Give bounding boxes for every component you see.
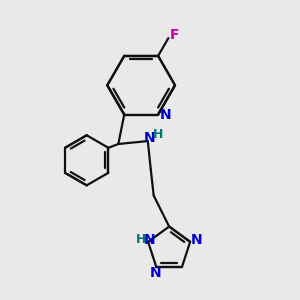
Text: H: H: [153, 128, 163, 141]
Text: N: N: [143, 130, 155, 145]
Text: N: N: [150, 266, 161, 280]
Text: N: N: [160, 107, 171, 122]
Text: N: N: [144, 233, 156, 247]
Text: H: H: [136, 233, 146, 246]
Text: F: F: [169, 28, 179, 41]
Text: N: N: [191, 233, 203, 247]
